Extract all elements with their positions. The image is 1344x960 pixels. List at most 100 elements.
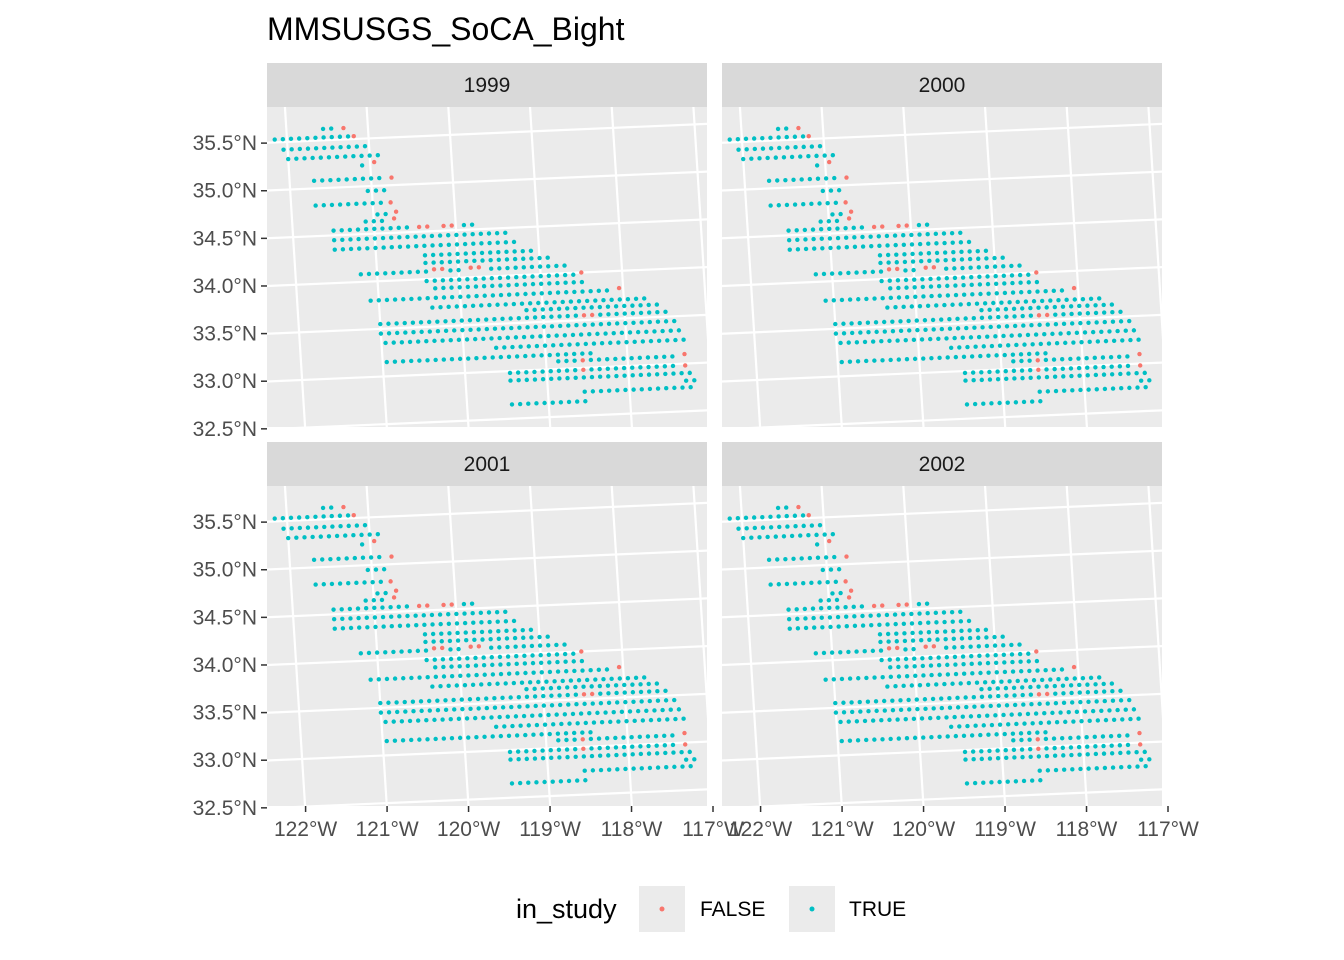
- station-in-study: [439, 252, 444, 257]
- station-in-study: [376, 677, 381, 682]
- station-in-study: [1037, 322, 1042, 328]
- station-in-study: [1131, 328, 1137, 333]
- station-in-study: [573, 754, 578, 759]
- y-tick-label: 32.5°N: [193, 797, 257, 820]
- station-in-study: [631, 699, 636, 704]
- station-not-in-study: [880, 603, 885, 608]
- station-in-study: [1110, 386, 1116, 391]
- station-in-study: [473, 284, 479, 289]
- station-in-study: [975, 248, 980, 254]
- station-in-study: [969, 733, 975, 738]
- station-in-study: [313, 135, 318, 141]
- station-in-study: [536, 679, 541, 685]
- station-in-study: [928, 663, 934, 668]
- station-in-study: [380, 605, 385, 610]
- station-in-study: [807, 176, 813, 182]
- station-in-study: [362, 143, 368, 149]
- station-in-study: [1012, 755, 1017, 760]
- station-in-study: [1066, 709, 1071, 715]
- station-not-in-study: [1036, 367, 1041, 373]
- station-in-study: [1085, 303, 1090, 308]
- station-in-study: [397, 235, 402, 240]
- meridian-gridline: [1065, 486, 1088, 806]
- station-in-study: [519, 680, 525, 685]
- station-in-study: [1128, 337, 1133, 343]
- station-in-study: [925, 682, 931, 687]
- parallel-gridline: [722, 644, 1162, 667]
- station-in-study: [679, 371, 684, 376]
- station-in-study: [1001, 643, 1006, 648]
- station-in-study: [547, 352, 552, 358]
- station-in-study: [1026, 280, 1031, 285]
- station-in-study: [1107, 329, 1112, 334]
- station-in-study: [1118, 309, 1123, 315]
- station-in-study: [487, 619, 492, 625]
- station-in-study: [540, 755, 546, 761]
- station-in-study: [1082, 709, 1088, 714]
- station-in-study: [801, 144, 806, 150]
- station-in-study: [494, 609, 500, 615]
- station-in-study: [936, 715, 941, 720]
- station-in-study: [521, 256, 526, 261]
- station-in-study: [615, 388, 620, 393]
- station-in-study: [531, 291, 536, 296]
- station-in-study: [949, 230, 955, 236]
- station-in-study: [806, 533, 811, 538]
- station-in-study: [624, 718, 629, 724]
- station-in-study: [655, 386, 661, 391]
- station-in-study: [783, 177, 788, 183]
- station-not-in-study: [896, 602, 901, 608]
- station-in-study: [433, 295, 439, 301]
- station-in-study: [1059, 736, 1065, 741]
- station-in-study: [554, 263, 559, 269]
- station-in-study: [534, 343, 540, 349]
- station-in-study: [834, 597, 840, 603]
- station-in-study: [415, 718, 421, 723]
- station-in-study: [809, 580, 814, 586]
- station-in-study: [841, 321, 846, 326]
- station-in-study: [639, 766, 644, 771]
- station-in-study: [500, 326, 506, 331]
- station-in-study: [995, 748, 1000, 753]
- station-in-study: [497, 645, 502, 650]
- y-tick-label: 34.5°N: [193, 227, 257, 250]
- station-in-study: [953, 283, 958, 288]
- station-in-study: [924, 222, 930, 227]
- station-in-study: [343, 154, 348, 159]
- station-in-study: [1094, 766, 1099, 771]
- station-in-study: [1072, 676, 1077, 681]
- station-in-study: [462, 611, 467, 616]
- station-in-study: [802, 606, 808, 612]
- station-in-study: [340, 626, 346, 631]
- station-in-study: [1061, 388, 1067, 393]
- station-in-study: [969, 275, 974, 280]
- station-in-study: [401, 676, 406, 681]
- station-in-study: [392, 359, 398, 364]
- station-in-study: [1143, 763, 1148, 769]
- station-in-study: [785, 524, 790, 529]
- station-in-study: [541, 703, 547, 708]
- y-tick-label: 34.5°N: [193, 606, 257, 629]
- station-in-study: [452, 707, 457, 712]
- station-in-study: [629, 355, 634, 361]
- station-not-in-study: [683, 363, 688, 368]
- station-in-study: [996, 314, 1001, 320]
- station-in-study: [1050, 331, 1055, 337]
- station-in-study: [801, 202, 806, 207]
- meridian-gridline: [692, 486, 707, 719]
- meridian-gridline: [283, 107, 307, 427]
- station-in-study: [903, 647, 908, 652]
- station-in-study: [672, 385, 677, 391]
- station-in-study: [1069, 373, 1074, 379]
- station-in-study: [383, 719, 388, 725]
- station-in-study: [457, 656, 462, 661]
- station-in-study: [572, 668, 577, 674]
- station-in-study: [557, 755, 562, 760]
- station-in-study: [830, 152, 836, 158]
- station-in-study: [909, 611, 914, 617]
- station-in-study: [895, 657, 901, 662]
- station-in-study: [365, 567, 371, 573]
- station-in-study: [429, 612, 435, 618]
- station-in-study: [632, 339, 637, 345]
- station-in-study: [638, 744, 643, 749]
